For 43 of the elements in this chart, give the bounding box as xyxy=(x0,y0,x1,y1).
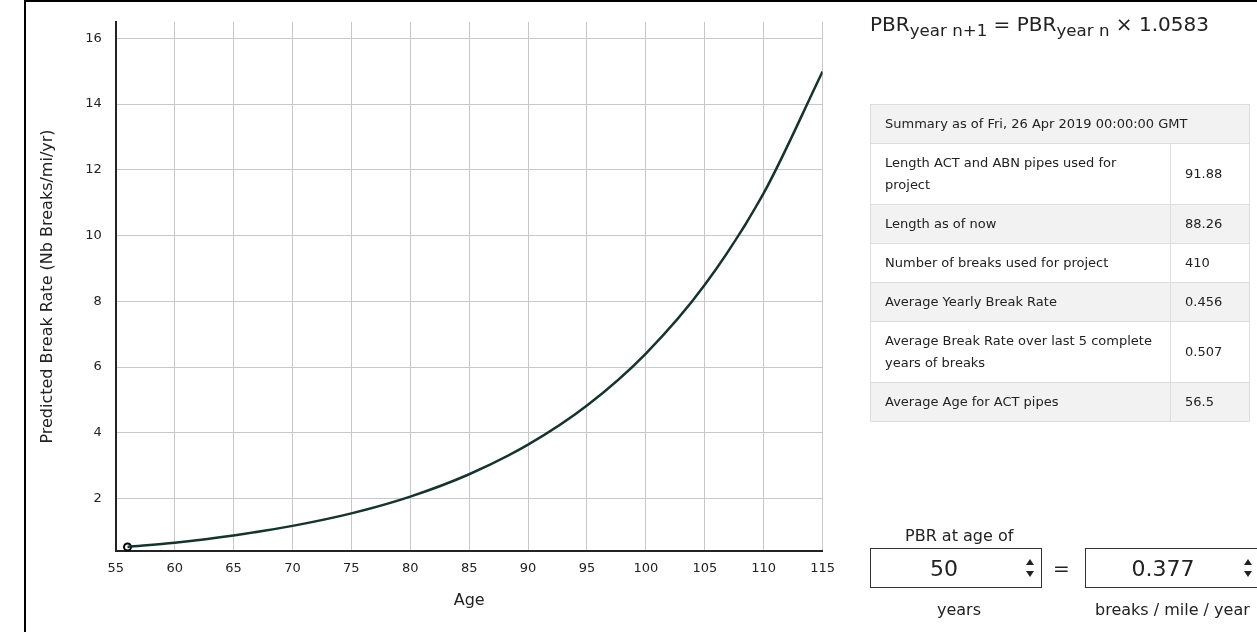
text: 91.88 xyxy=(1170,143,1250,205)
text: breaks / mile / year xyxy=(1095,600,1250,619)
y-axis-title: Predicted Break Rate (Nb Breaks/mi/yr) xyxy=(36,129,56,444)
x-tick-label: 80 xyxy=(401,560,419,576)
y-tick-label: 4 xyxy=(93,424,102,440)
text: = xyxy=(1053,556,1070,580)
text: Summary as of Fri, 26 Apr 2019 00:00:00 GMT xyxy=(870,104,1250,144)
text: 0.377 xyxy=(1085,548,1257,588)
text: Average Age for ACT pipes xyxy=(870,382,1171,422)
x-axis-title: Age xyxy=(453,589,485,609)
x-tick-label: 55 xyxy=(107,560,125,576)
text: 0.456 xyxy=(1170,282,1250,322)
y-tick-label: 16 xyxy=(85,29,102,45)
y-tick-label: 12 xyxy=(85,161,102,177)
x-tick-label: 60 xyxy=(166,560,183,576)
text: Number of breaks used for project xyxy=(870,243,1171,283)
y-tick-label: 10 xyxy=(85,226,102,242)
x-tick-label: 105 xyxy=(692,560,718,576)
x-tick-label: 95 xyxy=(578,560,596,576)
x-tick-label: 75 xyxy=(343,560,360,576)
y-tick-label: 8 xyxy=(93,292,102,308)
text: Length as of now xyxy=(870,204,1171,244)
text: PBR$_{year n+1}$ = PBR$_{year n}$ × 1.0583 xyxy=(870,12,1209,40)
text: 50 xyxy=(870,548,1042,588)
x-tick-label: 70 xyxy=(284,560,301,576)
text: years xyxy=(937,600,982,619)
x-tick-label: 65 xyxy=(225,560,242,576)
text: 0.507 xyxy=(1170,321,1250,383)
y-tick-label: 2 xyxy=(93,489,102,505)
x-tick-label: 110 xyxy=(751,560,777,576)
x-tick-label: 85 xyxy=(460,560,478,576)
text: Average Yearly Break Rate xyxy=(870,282,1171,322)
text: 410 xyxy=(1170,243,1250,283)
x-tick-label: 90 xyxy=(519,560,537,576)
y-tick-label: 6 xyxy=(93,358,102,374)
x-tick-label: 115 xyxy=(810,560,836,576)
text: Average Break Rate over last 5 complete years of breaks xyxy=(870,321,1171,383)
text: PBR at age of xyxy=(905,526,1014,545)
text: Length ACT and ABN pipes used for project xyxy=(870,143,1171,205)
x-tick-label: 100 xyxy=(633,560,659,576)
y-tick-label: 14 xyxy=(85,95,102,111)
text: 88.26 xyxy=(1170,204,1250,244)
text: 56.5 xyxy=(1170,382,1250,422)
